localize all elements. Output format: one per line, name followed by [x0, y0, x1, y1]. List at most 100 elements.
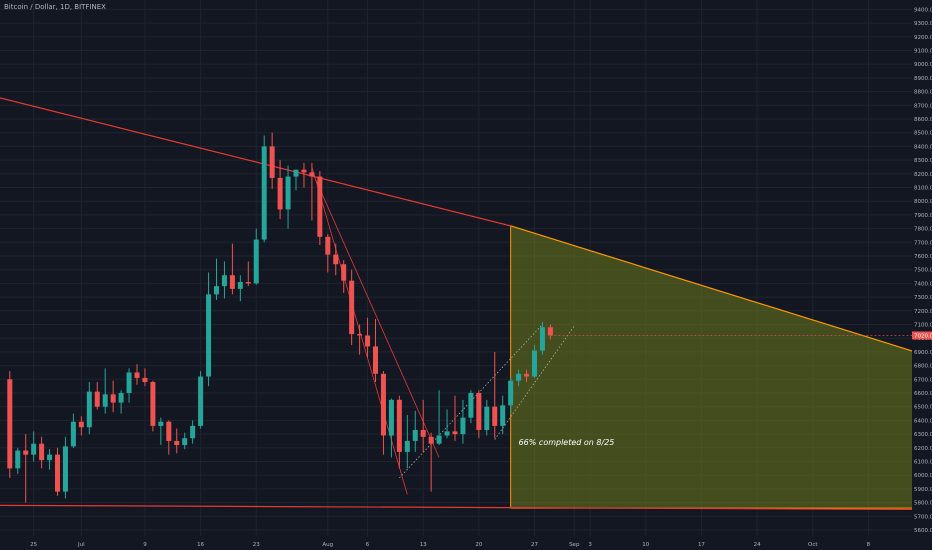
- candle[interactable]: [412, 410, 418, 452]
- candle[interactable]: [468, 390, 474, 424]
- candle[interactable]: [23, 434, 29, 503]
- price-tick-label: 6300.0: [914, 432, 932, 438]
- candle[interactable]: [420, 399, 426, 452]
- candle[interactable]: [484, 399, 490, 436]
- candle[interactable]: [452, 395, 458, 441]
- candle[interactable]: [7, 371, 13, 478]
- candle[interactable]: [102, 368, 108, 414]
- candle[interactable]: [15, 447, 21, 474]
- candle[interactable]: [245, 261, 251, 287]
- time-tick-label: 27: [531, 542, 538, 548]
- annotations: 66% completed on 8/25: [0, 97, 925, 511]
- candle[interactable]: [110, 380, 116, 413]
- candle[interactable]: [142, 368, 148, 387]
- candles[interactable]: [7, 132, 553, 503]
- candle-body: [388, 399, 394, 436]
- price-tick-label: 8400.0: [914, 144, 932, 150]
- candle[interactable]: [221, 261, 227, 299]
- candle[interactable]: [500, 395, 506, 435]
- candle[interactable]: [508, 377, 514, 414]
- candle[interactable]: [174, 428, 180, 454]
- candle[interactable]: [158, 417, 164, 446]
- candle-body: [269, 146, 275, 178]
- candle[interactable]: [277, 160, 283, 220]
- candle[interactable]: [86, 382, 92, 435]
- candle[interactable]: [357, 324, 363, 355]
- candle[interactable]: [428, 432, 434, 492]
- candle[interactable]: [190, 420, 196, 444]
- candle[interactable]: [349, 269, 355, 346]
- candle[interactable]: [31, 431, 37, 462]
- price-axis[interactable]: 5600.0 5700.0 5800.0 5900.0 6000.0 6100.0 6200…: [912, 0, 932, 550]
- time-tick-label: 16: [197, 542, 204, 548]
- candle[interactable]: [404, 414, 410, 469]
- candle-body: [86, 391, 92, 428]
- candle-body: [126, 372, 132, 393]
- candle[interactable]: [39, 436, 45, 469]
- candle[interactable]: [166, 420, 172, 455]
- candle[interactable]: [70, 413, 76, 448]
- candle[interactable]: [539, 321, 545, 355]
- channel-line: [311, 170, 440, 458]
- price-tick-label: 9000.0: [914, 62, 932, 68]
- support-line: [0, 504, 925, 511]
- candle[interactable]: [309, 162, 315, 221]
- projection-zone: [510, 225, 925, 509]
- candle-body: [7, 379, 13, 469]
- candle[interactable]: [547, 324, 553, 340]
- candle[interactable]: [94, 382, 100, 410]
- candle[interactable]: [365, 317, 371, 358]
- candle[interactable]: [444, 409, 450, 439]
- candle[interactable]: [261, 135, 267, 243]
- candle[interactable]: [293, 169, 299, 191]
- candle[interactable]: [229, 243, 235, 295]
- candle[interactable]: [373, 319, 378, 383]
- candle[interactable]: [524, 369, 530, 383]
- candle[interactable]: [214, 258, 219, 300]
- time-axis[interactable]: 25 Jul 9 16 23 Aug 6 13 20 27 Sep 3 10 17 24 Oct 8: [30, 542, 871, 548]
- candle[interactable]: [118, 390, 124, 414]
- candle[interactable]: [301, 162, 307, 188]
- candle-body: [94, 391, 100, 407]
- candle-body: [118, 393, 124, 403]
- candle[interactable]: [476, 390, 482, 439]
- candle[interactable]: [62, 436, 68, 499]
- candle[interactable]: [460, 399, 466, 444]
- candle[interactable]: [55, 447, 60, 496]
- candle-body: [15, 450, 21, 469]
- time-tick-label: 24: [754, 542, 761, 548]
- candle[interactable]: [317, 171, 323, 246]
- candle[interactable]: [47, 449, 53, 470]
- candle[interactable]: [237, 275, 243, 302]
- candle[interactable]: [253, 228, 259, 285]
- candle[interactable]: [333, 243, 339, 276]
- candle[interactable]: [492, 351, 498, 439]
- candle[interactable]: [436, 390, 442, 446]
- candle[interactable]: [396, 395, 402, 469]
- candle-body: [404, 440, 410, 452]
- price-tick-label: 7800.0: [914, 227, 932, 233]
- candle[interactable]: [206, 272, 212, 387]
- candle[interactable]: [388, 398, 394, 458]
- candle[interactable]: [182, 432, 188, 450]
- candle[interactable]: [126, 368, 132, 403]
- candle-body: [253, 239, 259, 284]
- descending-trendline: [0, 97, 511, 227]
- time-tick-label: 17: [698, 542, 705, 548]
- candle[interactable]: [198, 371, 204, 429]
- candle[interactable]: [150, 380, 156, 432]
- candle[interactable]: [325, 234, 331, 273]
- candle[interactable]: [532, 345, 537, 378]
- candle[interactable]: [516, 369, 522, 387]
- candle[interactable]: [78, 416, 84, 436]
- candle[interactable]: [341, 260, 347, 293]
- price-tick-label: 6000.0: [914, 473, 932, 479]
- candle[interactable]: [285, 165, 291, 229]
- candle[interactable]: [269, 132, 275, 189]
- candle[interactable]: [134, 364, 140, 385]
- price-tick-label: 8200.0: [914, 172, 932, 178]
- candle[interactable]: [380, 371, 386, 455]
- price-tick-label: 7900.0: [914, 213, 932, 219]
